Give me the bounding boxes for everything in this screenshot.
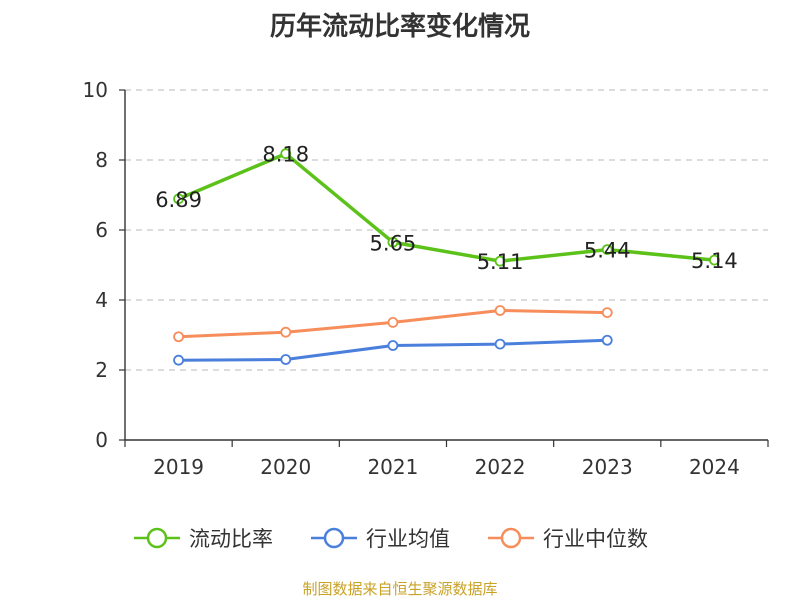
data-point <box>601 334 613 346</box>
data-labels: 6.89 8.18 5.65 5.11 5.44 5.14 <box>155 143 738 274</box>
y-tick-label: 10 <box>83 78 108 102</box>
x-tick-label: 2019 <box>153 455 204 479</box>
legend-label: 流动比率 <box>189 527 273 551</box>
data-label: 5.11 <box>477 250 524 274</box>
legend-marker-icon <box>134 527 180 549</box>
axes: 0 2 4 6 8 10 2019 2020 2021 2022 2023 2024 <box>83 78 769 479</box>
data-point <box>601 244 613 256</box>
legend-item[interactable]: 流动比率 <box>133 518 273 558</box>
legend: 流动比率 行业均值 行业中位数 <box>0 518 800 558</box>
series-line-1 <box>177 151 715 263</box>
legend-marker-icon <box>311 527 357 549</box>
y-tick-label: 8 <box>95 148 108 172</box>
legend-item[interactable]: 行业均值 <box>310 518 450 558</box>
grid-lines <box>125 89 768 371</box>
data-point <box>280 354 292 365</box>
data-label: 5.65 <box>370 231 417 255</box>
data-point <box>387 236 399 248</box>
y-tick-label: 0 <box>95 428 108 452</box>
chart-title: 历年流动比率变化情况 <box>269 12 530 42</box>
data-point <box>173 354 184 366</box>
data-label: 5.44 <box>584 239 631 263</box>
data-point <box>494 338 506 350</box>
y-tick-label: 6 <box>95 218 108 242</box>
legend-label: 行业中位数 <box>543 527 648 551</box>
data-point <box>601 307 613 319</box>
data-point <box>173 331 184 343</box>
legend-label: 行业均值 <box>366 527 450 551</box>
data-point <box>173 193 184 205</box>
x-tick-label: 2021 <box>367 455 418 479</box>
x-tick-label: 2020 <box>260 455 311 479</box>
source-note: 制图数据来自恒生聚源数据库 <box>302 580 498 598</box>
data-label: 8.18 <box>262 143 309 167</box>
data-point <box>709 254 720 266</box>
x-tick-label: 2022 <box>475 455 526 479</box>
data-point <box>387 340 399 351</box>
legend-marker-icon <box>488 527 534 549</box>
data-point <box>494 305 506 316</box>
series-lines <box>173 148 720 366</box>
legend-item[interactable]: 行业中位数 <box>487 518 648 558</box>
data-label: 6.89 <box>155 188 202 212</box>
x-tick-label: 2023 <box>582 455 633 479</box>
x-tick-label: 2024 <box>689 455 740 479</box>
data-label: 5.14 <box>691 249 738 273</box>
data-point <box>280 148 292 160</box>
data-point <box>494 255 506 267</box>
y-tick-label: 2 <box>95 358 108 382</box>
data-point <box>280 326 292 338</box>
y-tick-label: 4 <box>95 288 108 312</box>
data-point <box>387 316 399 328</box>
